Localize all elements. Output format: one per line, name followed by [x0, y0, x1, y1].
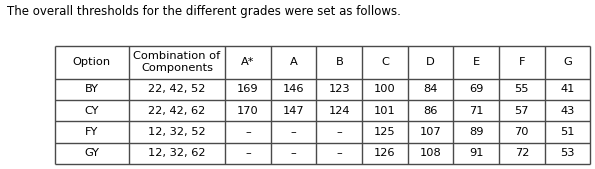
Text: 101: 101	[374, 106, 396, 116]
Text: 57: 57	[515, 106, 529, 116]
Text: 84: 84	[423, 84, 438, 94]
Text: 71: 71	[469, 106, 483, 116]
Text: 41: 41	[560, 84, 575, 94]
Text: G: G	[563, 57, 572, 67]
Text: A: A	[290, 57, 298, 67]
Text: FY: FY	[85, 127, 99, 137]
Text: 100: 100	[374, 84, 396, 94]
Text: A*: A*	[242, 57, 255, 67]
Text: 72: 72	[515, 148, 529, 158]
Text: 12, 32, 62: 12, 32, 62	[148, 148, 206, 158]
Text: Option: Option	[73, 57, 111, 67]
Text: The overall thresholds for the different grades were set as follows.: The overall thresholds for the different…	[7, 5, 401, 18]
Text: –: –	[336, 148, 342, 158]
Text: B: B	[336, 57, 343, 67]
Text: 126: 126	[374, 148, 396, 158]
Text: 169: 169	[237, 84, 259, 94]
Text: BY: BY	[85, 84, 99, 94]
Text: –: –	[291, 148, 296, 158]
Text: 69: 69	[469, 84, 483, 94]
Text: F: F	[518, 57, 525, 67]
Text: D: D	[426, 57, 435, 67]
Text: –: –	[245, 148, 251, 158]
Text: 147: 147	[283, 106, 305, 116]
Text: 43: 43	[560, 106, 575, 116]
Text: CY: CY	[84, 106, 99, 116]
Text: 70: 70	[515, 127, 529, 137]
Text: 55: 55	[515, 84, 529, 94]
Text: 51: 51	[560, 127, 575, 137]
Text: 124: 124	[328, 106, 350, 116]
Text: 86: 86	[423, 106, 438, 116]
Text: –: –	[336, 127, 342, 137]
Text: 108: 108	[419, 148, 441, 158]
Text: 22, 42, 52: 22, 42, 52	[148, 84, 206, 94]
Text: 91: 91	[469, 148, 483, 158]
Text: 170: 170	[237, 106, 259, 116]
Text: 107: 107	[419, 127, 441, 137]
Text: 53: 53	[560, 148, 575, 158]
Text: 12, 32, 52: 12, 32, 52	[148, 127, 206, 137]
Text: 89: 89	[469, 127, 483, 137]
Text: E: E	[472, 57, 480, 67]
Text: C: C	[381, 57, 389, 67]
Text: –: –	[291, 127, 296, 137]
Text: 125: 125	[374, 127, 396, 137]
Text: Combination of
Components: Combination of Components	[133, 51, 221, 73]
Text: –: –	[245, 127, 251, 137]
Text: 123: 123	[328, 84, 350, 94]
Text: 22, 42, 62: 22, 42, 62	[148, 106, 206, 116]
Text: 146: 146	[283, 84, 305, 94]
Text: GY: GY	[84, 148, 99, 158]
